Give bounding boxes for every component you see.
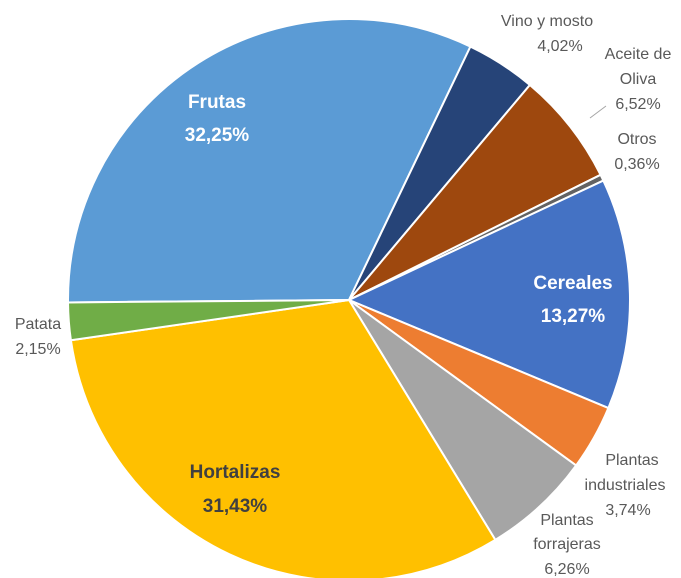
category-label: Vino y mosto bbox=[501, 13, 593, 30]
label-line: Aceite de bbox=[605, 46, 672, 63]
pie-slice bbox=[67, 299, 350, 342]
value-label: 6,26% bbox=[544, 561, 589, 578]
value-label: 3,74% bbox=[605, 502, 650, 519]
value-label: 0,36% bbox=[614, 156, 659, 173]
category-label: Plantas industriales bbox=[585, 452, 666, 494]
category-label: Frutas bbox=[188, 92, 246, 113]
value-label: 2,15% bbox=[15, 341, 60, 358]
value-label: 6,52% bbox=[615, 96, 660, 113]
value-label: 31,43% bbox=[203, 496, 268, 517]
label-line: Plantas bbox=[605, 452, 658, 469]
label-line: Oliva bbox=[620, 71, 657, 88]
leader-line bbox=[589, 105, 607, 119]
value-label: 32,25% bbox=[185, 125, 250, 146]
pie-slice bbox=[346, 179, 631, 410]
category-label: Patata bbox=[15, 316, 61, 333]
category-label: Cereales bbox=[533, 273, 612, 294]
category-label: Hortalizas bbox=[190, 462, 281, 483]
category-label: Otros bbox=[617, 131, 656, 148]
label-line: industriales bbox=[585, 477, 666, 494]
pie-slice bbox=[67, 18, 472, 304]
category-label: Plantas forrajeras bbox=[533, 512, 601, 553]
category-label: Aceite de Oliva bbox=[605, 46, 672, 88]
value-label: 13,27% bbox=[541, 306, 606, 327]
label-line: forrajeras bbox=[533, 536, 601, 553]
pie-slice bbox=[348, 83, 602, 301]
pie-slice bbox=[69, 298, 497, 578]
label-line: Plantas bbox=[540, 512, 593, 529]
value-label: 4,02% bbox=[537, 38, 582, 55]
